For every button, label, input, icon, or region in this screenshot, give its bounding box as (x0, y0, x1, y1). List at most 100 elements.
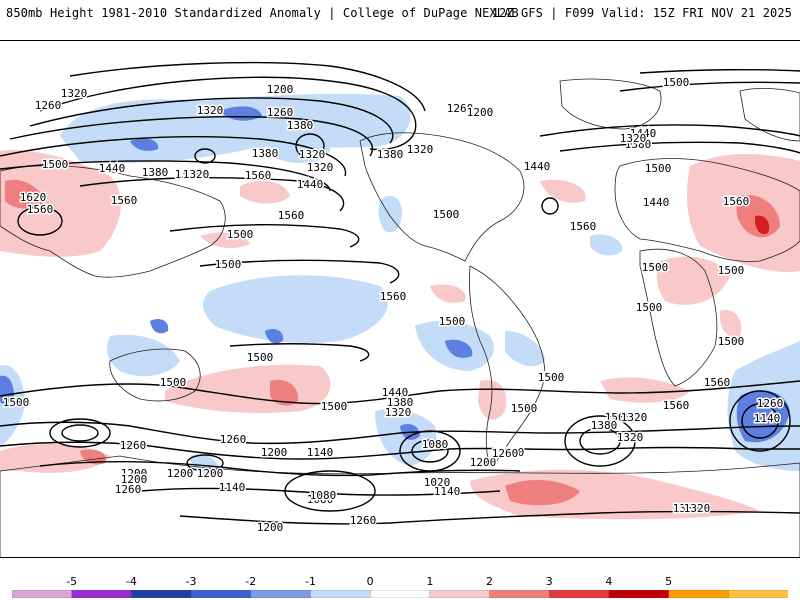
contour-label: 1260 (757, 397, 784, 410)
contour-label: 1440 (99, 162, 126, 175)
contour-label: 1320 (385, 406, 412, 419)
contour-label: 1320 (175, 168, 202, 181)
contour-label: 1380 (287, 119, 314, 132)
contour-label: 1260 (447, 102, 474, 115)
contour-label: 1200 (470, 456, 497, 469)
contour-label: 1320 (621, 411, 648, 424)
contour-label: 1320 (617, 431, 644, 444)
contour-label: 1500 (247, 351, 274, 364)
contour-label: 1200 (121, 467, 148, 480)
colorbar-segment (131, 590, 192, 598)
contour-label: 1500 (433, 208, 460, 221)
positive-anomaly-shading-max (754, 215, 770, 235)
contour-label: 1260 (35, 99, 62, 112)
contour-label: 1560 (111, 194, 138, 207)
colorbar-segment (12, 590, 73, 598)
contour-label: 1260 (492, 447, 519, 460)
contour-label: 1500 (636, 301, 663, 314)
contour-label: 1500 (645, 162, 672, 175)
contour-label: 1500 (511, 402, 538, 415)
contour-label: 1620 (20, 191, 47, 204)
contour-label: 1140 (434, 485, 461, 498)
colorbar-tick-label: -3 (185, 575, 197, 588)
contour-label: 1320 (620, 132, 647, 145)
contour-label: 1200 (197, 467, 224, 480)
contour-label: 1320 (407, 143, 434, 156)
height-contours (0, 61, 800, 525)
contour-label: 1380 (377, 148, 404, 161)
contour-label: 1440 (630, 127, 657, 140)
contour-label: 1140 (219, 481, 246, 494)
contour-label: 1200 (467, 106, 494, 119)
contour-label: 1320 (684, 502, 711, 515)
contour-label: 1500 (605, 411, 632, 424)
colorbar-segment (310, 590, 371, 598)
contour-label: 1380 (387, 396, 414, 409)
colorbar-segment (429, 590, 491, 598)
contour-label: 1320 (299, 148, 326, 161)
contour-label: 1500 (718, 335, 745, 348)
contour-label: 1380 (142, 166, 169, 179)
colorbar-segment (190, 590, 252, 598)
contour-label: 1320 (307, 161, 334, 174)
contour-label: 1200 (167, 467, 194, 480)
contour-label: 1560 (704, 376, 731, 389)
colorbar-tick-label: -1 (304, 575, 316, 588)
contour-label: 1320 (197, 104, 224, 117)
contour-label: 1500 (642, 261, 669, 274)
contour-label: 1440 (643, 196, 670, 209)
contour-label: 1500 (718, 264, 745, 277)
colorbar (12, 590, 788, 598)
contour-label: 1260 (267, 106, 294, 119)
contour-label: 1080 (310, 489, 337, 502)
colorbar-segment (549, 590, 610, 598)
map-title: 850mb Height 1981-2010 Standardized Anom… (6, 6, 519, 20)
contour-label: 1560 (723, 195, 750, 208)
contour-label: 1200 (267, 83, 294, 96)
contour-label: 1440 (524, 160, 551, 173)
contour-labels: 1320126012001260132013801320132013801260… (1, 75, 785, 536)
contour-label: 1380 (625, 138, 652, 151)
colorbar-segment (668, 590, 729, 598)
contour-label: 1260 (220, 433, 247, 446)
colorbar-segment (608, 590, 670, 598)
anomaly-map[interactable]: 1320 1260 1200 1260 1320 1380 1320 1320 1380 1260… (0, 40, 800, 558)
colorbar-tick-label: 0 (366, 575, 374, 588)
colorbar-tick-label: -5 (66, 575, 78, 588)
contour-label: 1380 (673, 502, 700, 515)
contour-label: 1260 (350, 514, 377, 527)
contour-label: 1440 (297, 178, 324, 191)
colorbar-tick-label: -2 (245, 575, 257, 588)
contour-label: 1500 (439, 315, 466, 328)
contour-label: 1080 (307, 493, 334, 506)
contour-label: 1560 (245, 169, 272, 182)
contour-label: 1560 (663, 399, 690, 412)
colorbar-segment (728, 590, 788, 598)
contour-label: 1500 (663, 76, 690, 89)
colorbar-segment (370, 590, 431, 598)
contour-label: 1320 (61, 87, 88, 100)
contour-label: 1320 (183, 168, 210, 181)
colorbar-tick-label: 5 (665, 575, 673, 588)
contour-label: 1260 (120, 439, 147, 452)
contour-label: 1560 (570, 220, 597, 233)
contour-label: 1500 (538, 371, 565, 384)
contour-label: 1560 (380, 290, 407, 303)
contour-label: 1500 (227, 228, 254, 241)
contour-label: 1440 (382, 386, 409, 399)
colorbar-segment (250, 590, 312, 598)
contour-label: 1260 (498, 446, 525, 459)
contour-label: 1140 (307, 446, 334, 459)
contour-label: 1200 (257, 521, 284, 534)
contour-label: 1380 (591, 419, 618, 432)
contour-label: 1380 (252, 147, 279, 160)
colorbar-tick-label: -4 (125, 575, 137, 588)
contour-label: 1140 (754, 412, 781, 425)
colorbar-segment (71, 590, 133, 598)
contour-label: 1500 (321, 400, 348, 413)
contour-label: 1500 (42, 158, 69, 171)
contour-label: 1560 (27, 203, 54, 216)
contour-label: 1500 (160, 376, 187, 389)
contour-label: 1560 (278, 209, 305, 222)
contour-label: 1020 (424, 476, 451, 489)
